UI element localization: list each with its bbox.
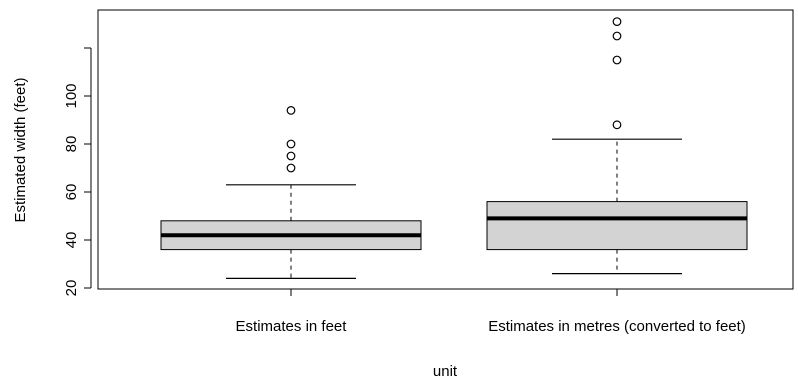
x-axis: Estimates in feet Estimates in metres (co… [236, 289, 746, 335]
y-tick-label: 20 [63, 280, 80, 297]
y-tick-label: 60 [63, 184, 80, 201]
box-group [486, 17, 748, 275]
iqr-box [486, 201, 748, 251]
outlier-point [286, 151, 296, 161]
y-axis-label: Estimated width (feet) [12, 77, 29, 222]
outlier-point [612, 55, 622, 65]
outlier-point [286, 163, 296, 173]
boxes [160, 17, 748, 279]
outlier-point [286, 105, 296, 115]
outlier-point [286, 139, 296, 149]
outlier-point [612, 120, 622, 130]
outlier-point [612, 17, 622, 27]
y-tick-label: 100 [63, 83, 80, 108]
x-tick-label: Estimates in feet [236, 318, 348, 335]
x-axis-label: unit [433, 363, 458, 380]
y-tick-label: 40 [63, 232, 80, 249]
x-tick-label: Estimates in metres (converted to feet) [488, 318, 746, 335]
plot-frame [97, 9, 794, 290]
outlier-point [612, 31, 622, 41]
box-group [160, 105, 422, 279]
y-tick-label: 80 [63, 136, 80, 153]
y-axis: 20 40 60 80 100 [63, 47, 92, 297]
